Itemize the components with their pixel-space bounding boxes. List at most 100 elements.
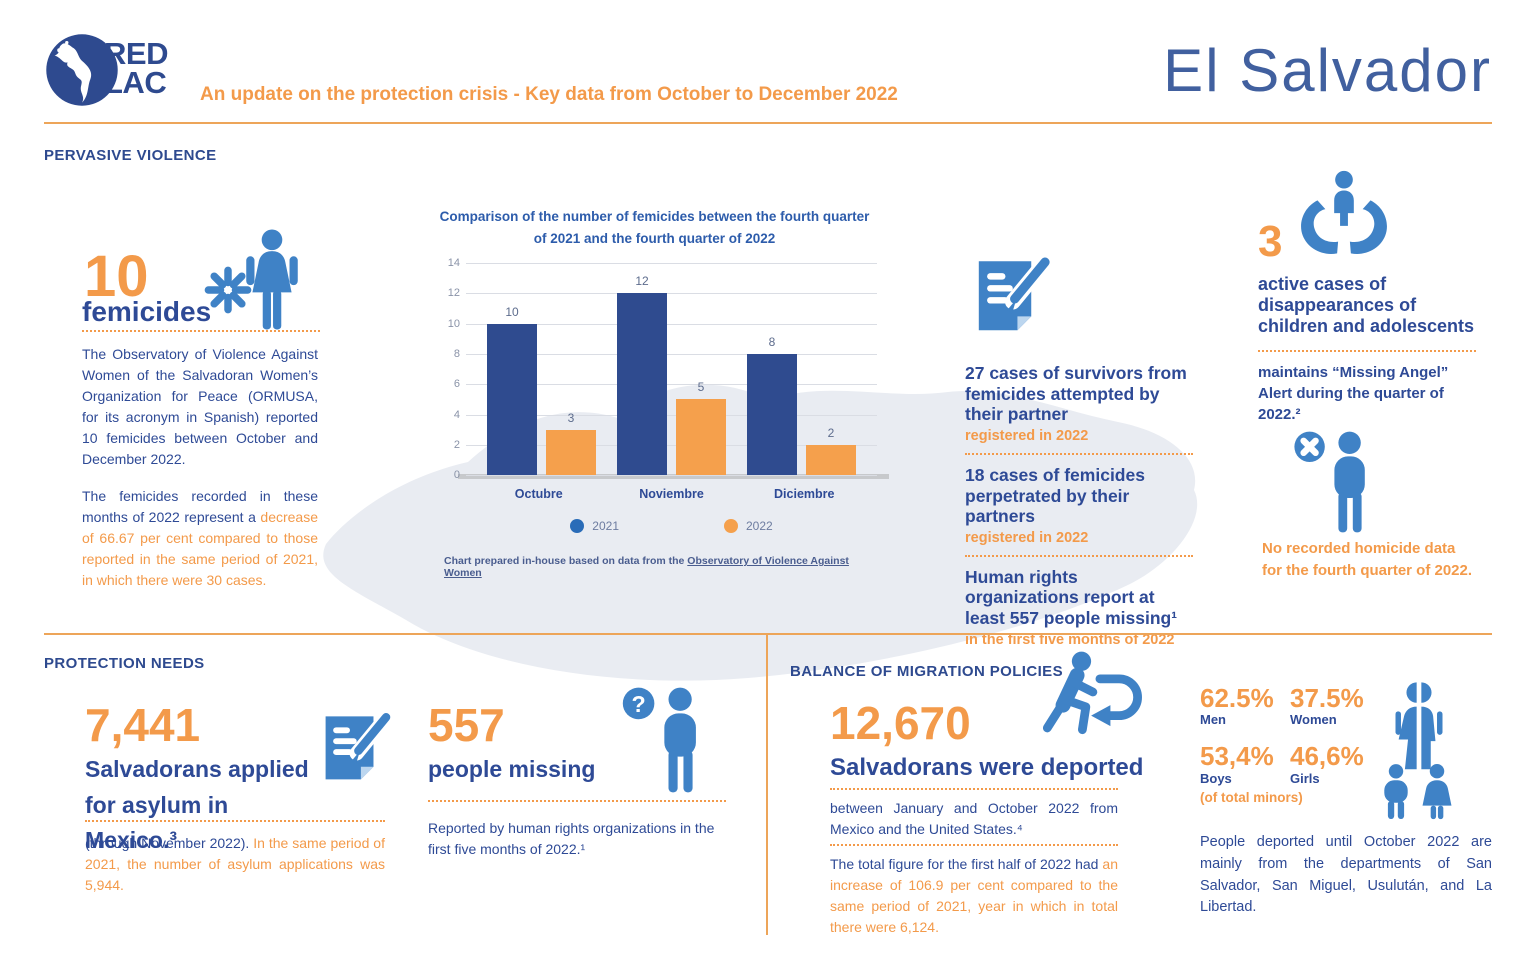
chart-y-tick: 10 (447, 317, 460, 330)
dotted-separator (428, 800, 726, 802)
chart-bar-2021-Noviembre: 12 (617, 263, 667, 476)
legend-dot (724, 519, 738, 534)
chart-bar-value: 12 (635, 274, 649, 289)
legend-dot (570, 519, 585, 534)
chart-bar (546, 429, 596, 476)
chart-bar-value: 10 (505, 304, 519, 319)
femicides-paragraph-2-orange: decrease of 66.67 per cent compared to t… (82, 509, 318, 588)
dotted-separator (1258, 349, 1476, 352)
boy-icon (1384, 764, 1408, 819)
legend-label: 2022 (746, 519, 773, 534)
chart-y-tick: 14 (447, 257, 460, 270)
chart-title: Comparison of the number of femicides be… (439, 209, 870, 246)
dotted-separator (965, 554, 1193, 557)
chart-gridline (466, 323, 877, 325)
stat-boys: 53,4% Boys (1200, 741, 1290, 786)
disappearances-number: 3 (1258, 217, 1283, 266)
chart-y-tick: 4 (453, 408, 460, 421)
chart-x-label: Octubre (514, 487, 563, 502)
chart-gridline (466, 414, 877, 416)
case-femicides-title: 18 cases of femicides perpetrated by the… (965, 464, 1145, 527)
adult-man-woman-icon (1395, 682, 1443, 770)
country-title: El Salvador (1163, 37, 1492, 104)
deported-para-2: The total figure for the first half of 2… (830, 854, 1118, 938)
chart-x-label: Diciembre (774, 487, 835, 502)
chart-bar-group: 10 3 (487, 263, 596, 476)
chart-bar-group: 12 5 (617, 263, 726, 476)
legend-label: 2021 (592, 519, 619, 534)
chart-bar-value: 2 (827, 425, 835, 440)
boys-label: Boys (1200, 770, 1232, 786)
person-no-data-icon (1294, 431, 1365, 533)
boys-percent: 53,4% (1200, 741, 1274, 772)
logo-line-red: RED (104, 36, 168, 71)
chart-gridline (466, 293, 877, 295)
chart-y-tick: 0 (453, 469, 460, 482)
chart-legend: 2021 2022 (466, 519, 877, 534)
svg-text:?: ? (631, 691, 645, 717)
chart-bar-2022-Diciembre: 2 (806, 263, 856, 476)
section-divider-horizontal (44, 633, 1492, 635)
section-title-migration: BALANCE OF MIGRATION POLICIES (790, 663, 1063, 680)
chart-bar (676, 399, 726, 476)
asylum-note: (through November 2022). In the same per… (85, 833, 385, 896)
chart-bar-value: 8 (768, 335, 776, 350)
stat-women: 37.5% Women (1290, 683, 1380, 727)
chart-bar (617, 293, 667, 476)
chart-footnote-link[interactable]: Observatory of Violence Against Women (444, 555, 849, 580)
section-title-protection-needs: PROTECTION NEEDS (44, 655, 205, 672)
girls-percent: 46,6% (1290, 741, 1364, 772)
minors-note: (of total minors) (1200, 790, 1303, 805)
redlac-logo-globe (46, 34, 118, 106)
stat-men: 62.5% Men (1200, 683, 1290, 728)
women-percent: 37.5% (1290, 683, 1364, 713)
chart-bar-2021-Octubre: 10 (487, 263, 537, 476)
femicides-paragraph-1: The Observatory of Violence Against Wome… (82, 346, 318, 467)
case-missing-title: Human rights organizations report at lea… (965, 566, 1178, 629)
deported-demographics: 62.5% Men 37.5% Women 53,4% Boys 46,6% G… (1200, 683, 1380, 786)
dotted-separator (830, 788, 1118, 790)
document-pen-icon (978, 252, 1055, 331)
chart-gridline (466, 263, 877, 265)
disappearances-title: active cases of disappearances of childr… (1258, 274, 1475, 337)
missing-label: people missing (428, 756, 596, 782)
report-tagline: An update on the protection crisis - Key… (200, 84, 898, 105)
femicides-paragraph-2-blue: The femicides recorded in these months o… (82, 488, 318, 525)
chart-gridline (466, 384, 877, 386)
departments-note: People deported until October 2022 are m… (1200, 834, 1492, 916)
men-percent: 62.5% (1200, 683, 1274, 713)
chart-category-axis: Octubre Noviembre Diciembre (466, 487, 877, 501)
chart-bar-2021-Diciembre: 8 (747, 263, 797, 476)
deported-para-2-orange: an increase of 106.9 per cent compared t… (830, 856, 1118, 935)
asylum-note-blue: (through November 2022). (85, 835, 254, 851)
men-label: Men (1200, 712, 1226, 728)
case-missing-sub: in the first five months of 2022 (965, 631, 1175, 648)
chart-bar (806, 444, 856, 476)
section-divider-vertical (766, 633, 768, 935)
chart-gridline (466, 475, 877, 477)
chart-footnote-text: Chart prepared in-house based on data fr… (444, 555, 688, 568)
femicides-paragraph-2: The femicides recorded in these months o… (82, 486, 318, 591)
woman-icon (246, 229, 298, 330)
deportation-runner-icon (1042, 651, 1142, 735)
logo-line-lac: LAC (104, 64, 167, 100)
chart-x-label: Noviembre (639, 487, 704, 502)
dotted-separator (85, 820, 385, 822)
femicides-chart: Comparison of the number of femicides be… (432, 206, 889, 580)
hands-holding-child-icon (1301, 170, 1387, 254)
chart-plot-area: 0 2 4 6 8 10 12 14 10 3 12 5 8 2 (448, 257, 889, 481)
burst-icon (204, 266, 252, 314)
chart-y-tick: 8 (453, 348, 460, 361)
redlac-logo-text: RED LAC (104, 36, 168, 100)
missing-number: 557 (428, 699, 505, 751)
deported-para-2-blue: The total figure for the first half of 2… (830, 856, 1103, 872)
chart-bars: 10 3 12 5 8 2 (466, 263, 877, 476)
chart-bar (487, 323, 537, 476)
asylum-number: 7,441 (85, 699, 201, 751)
chart-bar-value: 3 (567, 410, 575, 425)
deported-para-1: between January and October 2022 from Me… (830, 800, 1118, 837)
chart-bar-value: 5 (697, 380, 705, 395)
document-pen-icon (325, 708, 395, 780)
